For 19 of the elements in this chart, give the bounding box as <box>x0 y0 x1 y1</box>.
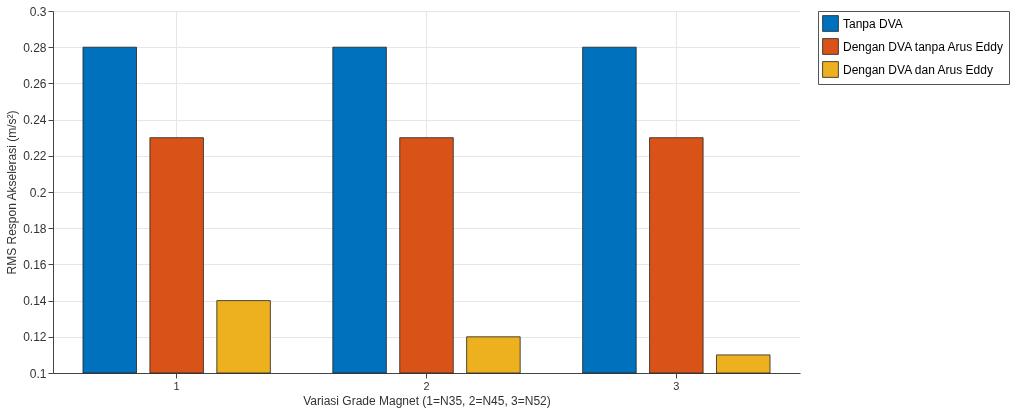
x-tick-label: 2 <box>423 379 430 392</box>
x-tick-label: 3 <box>673 379 680 392</box>
y-tick-label: 0.24 <box>23 113 47 128</box>
y-tick-label: 0.28 <box>23 40 47 55</box>
x-tick-label: 1 <box>173 379 180 392</box>
y-tick-label: 0.16 <box>23 257 47 272</box>
y-tick-label: 0.1 <box>29 366 47 381</box>
y-tick-label: 0.3 <box>29 4 47 19</box>
legend-label: Dengan DVA tanpa Arus Eddy <box>843 39 1003 54</box>
x-axis-title: Variasi Grade Magnet (1=N35, 2=N45, 3=N52) <box>303 393 551 408</box>
y-tick-label: 0.12 <box>23 330 47 345</box>
y-tick-label: 0.18 <box>23 221 47 236</box>
y-tick-label: 0.14 <box>23 294 47 309</box>
legend-label: Tanpa DVA <box>843 16 903 31</box>
y-tick-label: 0.26 <box>23 76 47 91</box>
y-tick-label: 0.2 <box>29 185 47 200</box>
y-axis-title: RMS Respon Akselerasi (m/s²) <box>5 110 20 275</box>
y-tick-label: 0.22 <box>23 149 47 164</box>
legend-label: Dengan DVA dan Arus Eddy <box>843 62 993 77</box>
